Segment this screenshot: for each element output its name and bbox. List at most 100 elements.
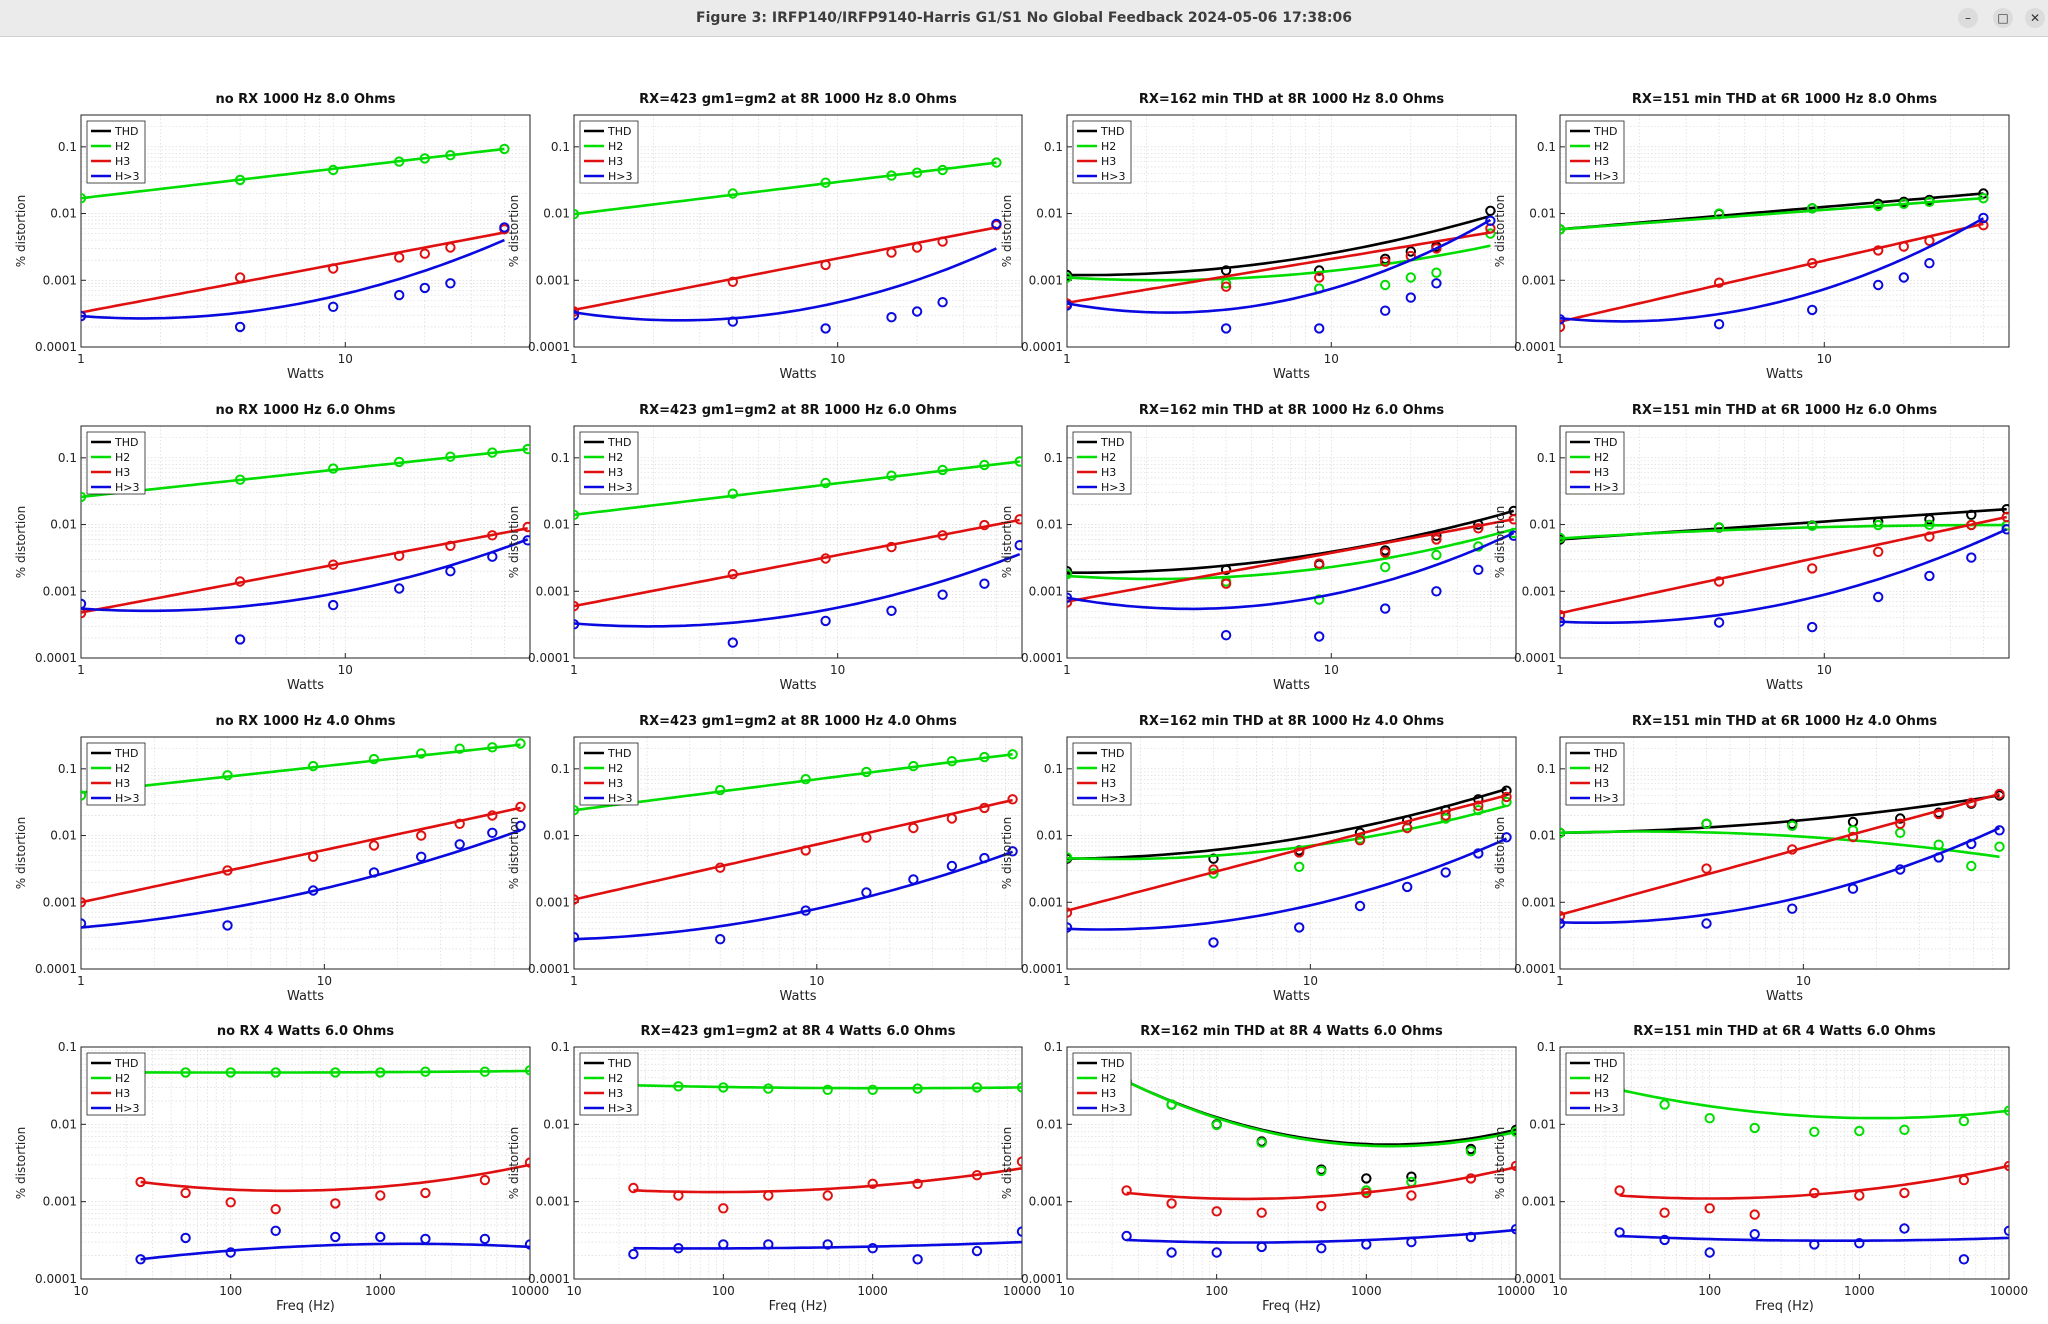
y-tick-label: 0.01 xyxy=(1036,518,1063,532)
series-layer xyxy=(135,1065,530,1265)
data-point-hgt3 xyxy=(1473,848,1484,859)
y-tick-label: 0.01 xyxy=(1036,1117,1063,1131)
minimize-button[interactable]: – xyxy=(1958,8,1978,28)
data-point-h2 xyxy=(225,1067,236,1078)
data-point-thd xyxy=(1220,265,1232,276)
data-point-h2 xyxy=(394,156,405,167)
y-tick-label: 0.0001 xyxy=(528,340,570,354)
data-point-hgt3 xyxy=(1966,838,1977,850)
data-point-hgt3 xyxy=(1924,258,1935,269)
fit-line-h3 xyxy=(140,1163,530,1193)
data-point-h2 xyxy=(1007,749,1018,760)
data-point-hgt3 xyxy=(420,1233,431,1245)
legend: THD H2 H3 H>3 xyxy=(1565,742,1625,806)
data-point-hgt3 xyxy=(908,874,919,885)
legend-label-h3: H3 xyxy=(608,466,623,479)
data-point-h2 xyxy=(820,477,831,489)
data-point-h2 xyxy=(1014,456,1022,467)
data-point-hgt3 xyxy=(1895,864,1906,875)
data-point-hgt3 xyxy=(499,222,510,233)
legend-label-h2: H2 xyxy=(608,140,623,153)
x-axis-label: Watts xyxy=(780,367,817,382)
series-layer xyxy=(1121,1076,1516,1258)
legend-label-h2: H2 xyxy=(1594,140,1609,153)
data-point-h3 xyxy=(1256,1207,1267,1218)
fit-line-h3 xyxy=(1067,231,1491,305)
legend-label-thd: THD xyxy=(607,436,631,449)
data-point-h3 xyxy=(673,1190,684,1201)
series-hgt3 xyxy=(81,820,526,931)
data-point-h2 xyxy=(81,491,87,503)
data-point-hgt3 xyxy=(1560,314,1566,325)
x-tick-label: 10 xyxy=(1817,663,1832,677)
data-point-hgt3 xyxy=(1701,918,1712,929)
data-point-h3 xyxy=(1899,1187,1910,1199)
fit-line-h2 xyxy=(574,753,1013,812)
data-point-h2 xyxy=(368,753,380,765)
fit-line-h2 xyxy=(574,460,1020,517)
data-point-h3 xyxy=(1007,794,1018,805)
legend-label-h2: H2 xyxy=(1594,762,1609,775)
y-tick-label: 0.0001 xyxy=(1514,1272,1556,1286)
data-point-h3 xyxy=(628,1182,639,1194)
y-tick-label: 0.001 xyxy=(1029,1195,1063,1209)
series-h3 xyxy=(1614,1160,2009,1220)
legend-label-thd: THD xyxy=(114,436,138,449)
data-point-h2 xyxy=(375,1067,386,1078)
series-h3 xyxy=(574,514,1022,612)
data-point-h3 xyxy=(574,600,580,612)
fit-line-thd xyxy=(1067,214,1491,277)
legend: THD H2 H3 H>3 xyxy=(579,742,639,806)
data-point-thd xyxy=(1924,514,1935,525)
fit-line-h2 xyxy=(1067,528,1515,581)
data-point-h3 xyxy=(1016,1156,1022,1167)
data-point-hgt3 xyxy=(81,918,87,929)
data-point-hgt3 xyxy=(394,289,405,301)
y-tick-label: 0.1 xyxy=(551,451,570,465)
legend-label-h3: H3 xyxy=(1101,1087,1116,1100)
fit-line-hgt3 xyxy=(81,238,505,320)
legend-label-thd: THD xyxy=(1100,125,1124,138)
data-point-hgt3 xyxy=(375,1231,386,1243)
data-point-h2 xyxy=(1510,1126,1516,1137)
legend-label-thd: THD xyxy=(1100,1057,1124,1070)
data-point-h3 xyxy=(1924,235,1935,247)
y-tick-label: 0.1 xyxy=(58,762,77,776)
data-point-h3 xyxy=(937,236,948,247)
legend: THD H2 H3 H>3 xyxy=(1565,120,1625,184)
data-point-hgt3 xyxy=(1294,922,1305,933)
legend-label-h3: H3 xyxy=(1594,466,1609,479)
data-point-h3 xyxy=(135,1176,146,1188)
close-button[interactable]: ✕ xyxy=(2025,8,2045,28)
data-point-hgt3 xyxy=(1380,305,1391,316)
y-tick-label: 0.0001 xyxy=(528,1272,570,1286)
x-tick-label: 10 xyxy=(73,1284,88,1298)
data-point-h3 xyxy=(1473,800,1484,811)
data-point-thd xyxy=(1220,564,1232,575)
data-point-hgt3 xyxy=(1994,825,2005,836)
data-point-h2 xyxy=(1067,569,1073,580)
data-point-h2 xyxy=(800,774,811,785)
data-point-h2 xyxy=(1787,820,1798,831)
data-point-hgt3 xyxy=(368,867,380,878)
x-axis-label: Watts xyxy=(1273,989,1310,1004)
data-point-h3 xyxy=(1354,835,1366,846)
legend-label-h2: H2 xyxy=(1101,140,1116,153)
data-point-h2 xyxy=(946,756,958,767)
chart-title: RX=151 min THD at 6R 1000 Hz 4.0 Ohms xyxy=(1632,714,1938,729)
data-point-h2 xyxy=(522,443,530,455)
y-tick-label: 0.0001 xyxy=(528,651,570,665)
legend-label-h3: H3 xyxy=(115,777,130,790)
data-point-h3 xyxy=(946,813,958,824)
data-point-h2 xyxy=(1966,860,1977,872)
maximize-button[interactable]: □ xyxy=(1993,8,2013,28)
x-tick-label: 100 xyxy=(712,1284,735,1298)
data-point-h2 xyxy=(971,1082,983,1093)
data-point-h3 xyxy=(1440,810,1451,821)
data-point-h2 xyxy=(1431,267,1442,278)
x-tick-label: 10000 xyxy=(1497,1284,1535,1298)
data-point-h3 xyxy=(1704,1203,1715,1214)
grid xyxy=(574,115,1022,347)
legend: THD H2 H3 H>3 xyxy=(86,1052,146,1116)
y-tick-label: 0.01 xyxy=(1529,518,1556,532)
